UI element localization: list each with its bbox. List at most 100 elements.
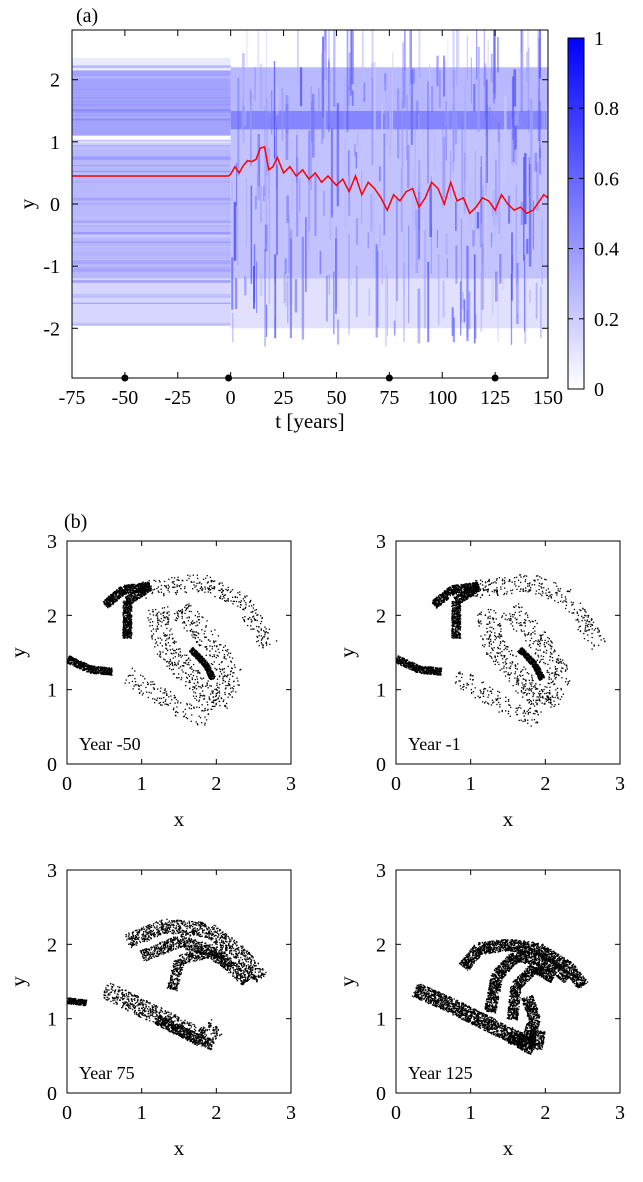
point	[210, 589, 212, 591]
point	[204, 664, 206, 666]
point	[138, 685, 140, 687]
point	[190, 673, 192, 675]
point	[163, 594, 165, 596]
point	[129, 593, 131, 595]
point	[188, 675, 191, 677]
density-streak	[393, 320, 396, 336]
striation	[72, 115, 231, 118]
striation	[72, 104, 231, 106]
point	[190, 621, 193, 623]
point	[120, 588, 122, 590]
density-streak	[430, 175, 432, 275]
point	[204, 630, 206, 632]
point	[457, 636, 459, 638]
density-streak	[336, 319, 340, 345]
point	[234, 666, 236, 668]
point	[202, 685, 204, 688]
point	[133, 592, 136, 594]
point	[252, 615, 255, 617]
point	[211, 701, 213, 703]
point	[129, 595, 131, 597]
point	[162, 692, 164, 694]
density-streak	[384, 266, 388, 347]
point	[126, 592, 129, 594]
point	[192, 630, 194, 632]
point	[226, 702, 228, 705]
snapshot-marker	[491, 374, 499, 382]
point	[98, 669, 100, 672]
point	[125, 637, 127, 639]
point	[128, 625, 130, 627]
point	[168, 638, 170, 640]
point	[102, 670, 105, 672]
point	[213, 677, 215, 679]
point	[214, 667, 216, 669]
point	[114, 596, 116, 598]
point	[79, 668, 81, 670]
point	[439, 594, 441, 596]
point	[212, 675, 214, 677]
point	[457, 602, 459, 605]
x-tick-label: 50	[326, 387, 346, 409]
point	[97, 667, 99, 669]
point	[462, 584, 464, 586]
x-tick-label: 125	[480, 387, 510, 409]
point	[136, 585, 138, 587]
point	[122, 601, 124, 604]
point	[128, 608, 130, 610]
point	[249, 616, 251, 619]
point	[451, 585, 453, 587]
point	[133, 593, 136, 595]
point	[129, 626, 131, 628]
density-streak	[408, 225, 410, 324]
point	[96, 668, 98, 670]
point	[128, 599, 130, 602]
point	[139, 597, 141, 599]
point	[149, 625, 151, 627]
point	[219, 589, 221, 592]
point	[210, 630, 212, 632]
point	[226, 650, 228, 652]
point	[227, 696, 229, 698]
density-streak	[512, 110, 515, 162]
point	[125, 624, 128, 626]
point	[185, 608, 188, 610]
point	[198, 582, 200, 584]
point	[223, 657, 225, 659]
point	[230, 660, 232, 662]
point	[456, 615, 458, 617]
point	[131, 607, 133, 609]
point	[139, 593, 141, 595]
point	[149, 613, 151, 615]
point	[168, 591, 170, 593]
point	[465, 590, 467, 593]
point	[227, 682, 230, 685]
density-streak	[538, 30, 541, 79]
point	[126, 599, 128, 601]
point	[170, 695, 172, 697]
point	[172, 668, 175, 670]
point	[146, 590, 148, 592]
point	[205, 660, 207, 663]
point	[171, 653, 173, 655]
density-streak	[473, 254, 476, 344]
point	[191, 678, 193, 681]
point	[172, 586, 174, 588]
point	[188, 681, 190, 683]
point	[127, 607, 129, 609]
density-streak	[499, 254, 502, 284]
point	[155, 699, 158, 702]
point	[108, 601, 111, 603]
point	[128, 603, 130, 606]
point	[113, 594, 115, 596]
point	[467, 593, 470, 596]
point	[210, 663, 213, 665]
point	[100, 671, 102, 673]
point	[107, 607, 109, 609]
point	[175, 619, 178, 622]
point	[90, 672, 92, 674]
point	[125, 593, 128, 595]
point	[226, 707, 228, 709]
panel-a-label: (a)	[76, 5, 98, 27]
point	[77, 666, 79, 668]
